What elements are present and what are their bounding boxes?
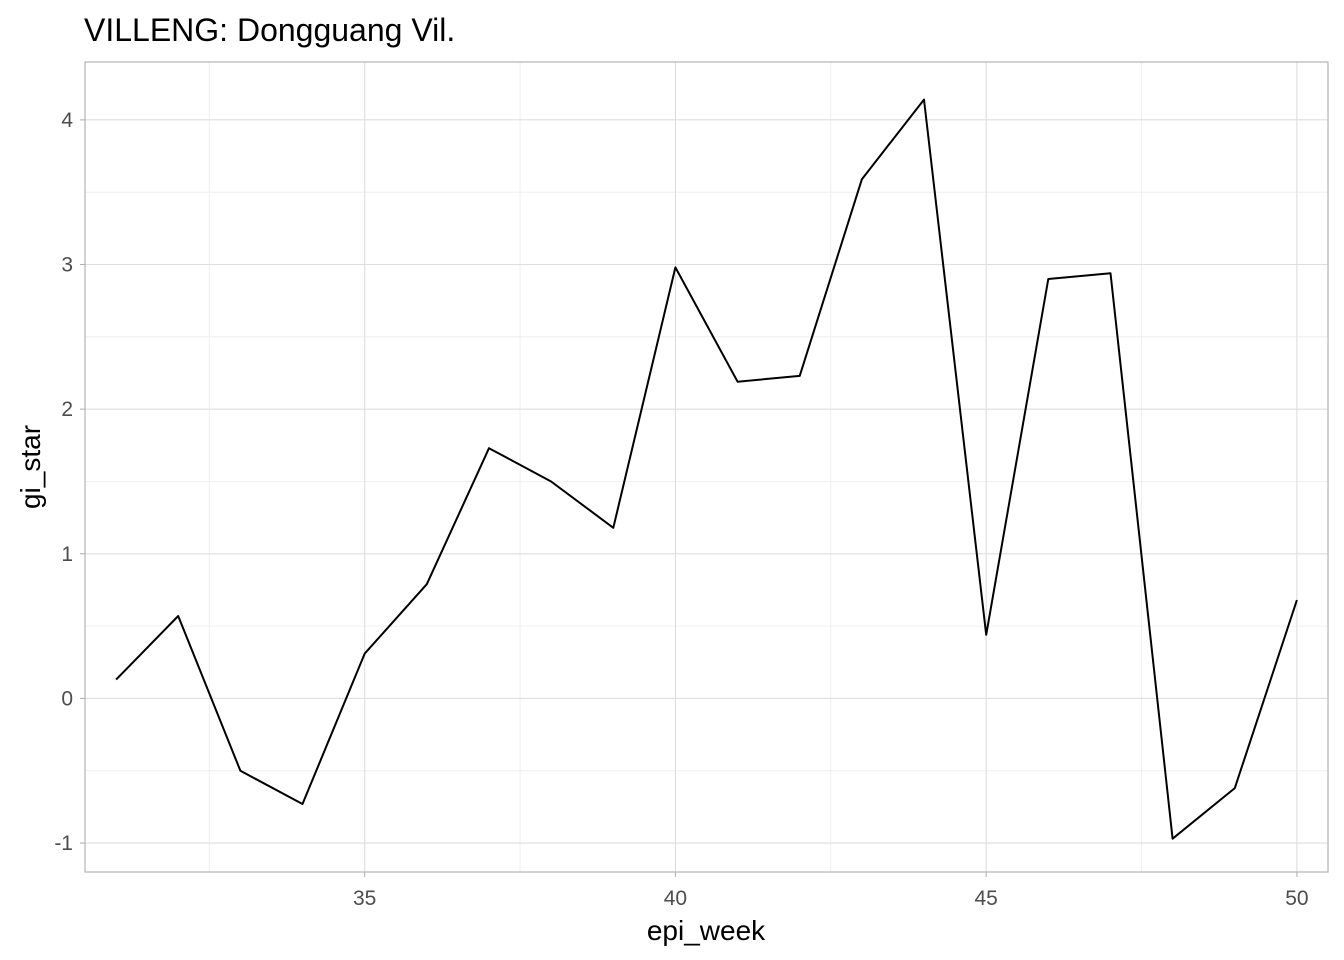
x-tick-label: 50 [1285,887,1308,910]
y-tick-label: 0 [61,687,73,710]
series-layer [115,98,1298,840]
y-tick-label: -1 [54,832,73,855]
plot-panel-border [84,61,1329,873]
chart-title: VILLENG: Dongguang Vil. [84,12,455,48]
x-tick-label: 45 [974,887,997,910]
y-axis-ticks: -1 0 1 2 3 4 [54,109,85,855]
minor-gridlines [85,62,1328,872]
major-gridlines [85,62,1328,872]
y-tick-label: 4 [61,109,73,132]
x-tick-label: 35 [353,887,376,910]
x-axis-ticks: 35 40 45 50 [353,872,1309,910]
y-tick-label: 3 [61,254,73,277]
x-axis-title: epi_week [647,915,766,946]
x-tick-label: 40 [664,887,687,910]
series-line [115,98,1298,840]
y-tick-label: 2 [61,398,73,421]
y-axis-title: gi_star [15,425,46,509]
y-tick-label: 1 [61,543,73,566]
